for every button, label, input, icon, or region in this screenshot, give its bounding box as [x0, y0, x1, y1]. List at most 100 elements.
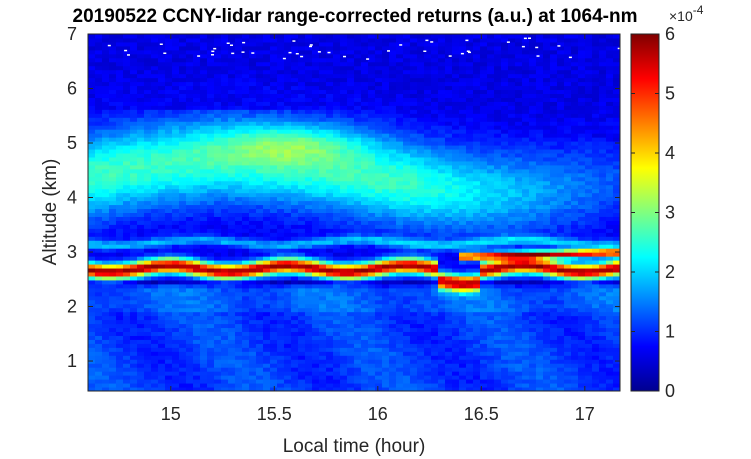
heatmap-cell [242, 77, 250, 83]
heatmap-cell [263, 172, 271, 178]
heatmap-cell [270, 331, 278, 336]
heatmap-cell [249, 188, 257, 194]
heatmap-cell [95, 65, 103, 71]
heatmap-cell [473, 363, 481, 368]
heatmap-cell [333, 355, 341, 360]
heatmap-cell [403, 351, 411, 356]
heatmap-cell [263, 113, 271, 118]
heatmap-cell [186, 117, 194, 122]
heatmap-cell [172, 65, 180, 71]
heatmap-cell [242, 335, 250, 340]
heatmap-cell [123, 45, 131, 51]
heatmap-cell [382, 188, 390, 194]
heatmap-cell [284, 272, 292, 277]
heatmap-cell [172, 303, 180, 309]
heatmap-cell [172, 359, 180, 364]
heatmap-cell [249, 180, 257, 186]
heatmap-cell [417, 303, 425, 309]
heatmap-cell [354, 73, 362, 79]
heatmap-cell [452, 149, 460, 154]
heatmap-cell [361, 129, 369, 134]
heatmap-cell [151, 224, 159, 229]
heatmap-cell [242, 109, 250, 114]
heatmap-cell [270, 212, 278, 217]
heatmap-cell [109, 180, 117, 186]
heatmap-cell [228, 97, 236, 102]
heatmap-cell [354, 383, 362, 388]
heatmap-cell [298, 387, 306, 392]
heatmap-cell [221, 101, 229, 106]
heatmap-cell [347, 168, 355, 174]
heatmap-cell [137, 77, 145, 83]
heatmap-cell [186, 347, 194, 352]
heatmap-cell [130, 97, 138, 102]
heatmap-cell [382, 367, 390, 372]
heatmap-cell [459, 188, 467, 194]
heatmap-cell [123, 252, 131, 257]
heatmap-cell [473, 216, 481, 221]
heatmap-cell [452, 41, 460, 47]
heatmap-cell [123, 212, 131, 217]
heatmap-cell [207, 204, 215, 210]
heatmap-cell [403, 73, 411, 79]
heatmap-cell [417, 311, 425, 317]
heatmap-cell [88, 347, 96, 352]
heatmap-cell [466, 383, 474, 388]
heatmap-cell [284, 279, 292, 285]
heatmap-cell [207, 240, 215, 245]
heatmap-cell [284, 141, 292, 146]
heatmap-cell [382, 244, 390, 249]
heatmap-cell [263, 153, 271, 158]
heatmap-cell [235, 347, 243, 352]
heatmap-cell [431, 53, 439, 59]
heatmap-cell [354, 236, 362, 241]
heatmap-cell [277, 145, 285, 150]
heatmap-cell [151, 335, 159, 340]
heatmap-cell [326, 200, 334, 206]
heatmap-cell [235, 363, 243, 368]
heatmap-cell [221, 73, 229, 79]
heatmap-cell [116, 200, 124, 206]
heatmap-cell [396, 129, 404, 134]
heatmap-cell [151, 137, 159, 142]
heatmap-cell [88, 303, 96, 309]
heatmap-cell [438, 351, 446, 356]
heatmap-cell [438, 61, 446, 67]
heatmap-cell [193, 204, 201, 210]
heatmap-cell [452, 363, 460, 368]
heatmap-cell [193, 228, 201, 233]
heatmap-cell [235, 121, 243, 126]
heatmap-cell [445, 331, 453, 336]
heatmap-cell [284, 379, 292, 384]
heatmap-cell [116, 208, 124, 213]
heatmap-cell [249, 164, 257, 170]
heatmap-cell [242, 65, 250, 71]
heatmap-cell [312, 355, 320, 360]
heatmap-cell [417, 129, 425, 134]
heatmap-cell [368, 319, 376, 325]
heatmap-cell [347, 200, 355, 206]
heatmap-cell [109, 387, 117, 392]
heatmap-cell [256, 275, 264, 281]
heatmap-cell [312, 335, 320, 340]
heatmap-cell [228, 375, 236, 380]
heatmap-cell [249, 200, 257, 206]
heatmap-cell [151, 319, 159, 325]
heatmap-cell [354, 137, 362, 142]
heatmap-cell [326, 129, 334, 134]
heatmap-cell [305, 117, 313, 122]
heatmap-cell [186, 113, 194, 118]
heatmap-cell [403, 275, 411, 281]
heatmap-cell [410, 121, 418, 126]
heatmap-cell [466, 89, 474, 94]
heatmap-cell [410, 160, 418, 166]
heatmap-cell [410, 73, 418, 79]
heatmap-cell [438, 180, 446, 186]
heatmap-cell [207, 153, 215, 158]
heatmap-cell [88, 232, 96, 237]
heatmap-cell [116, 379, 124, 384]
heatmap-cell [102, 49, 110, 55]
heatmap-cell [326, 240, 334, 245]
heatmap-cell [256, 117, 264, 122]
heatmap-cell [459, 81, 467, 87]
